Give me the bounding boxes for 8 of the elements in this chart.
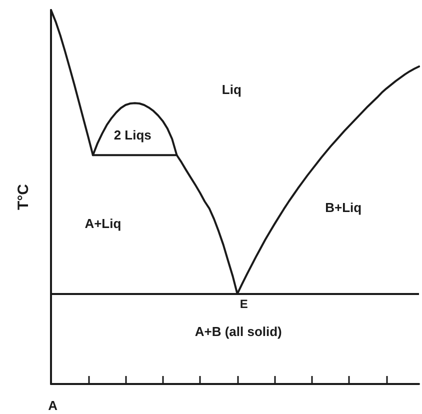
annotation: A+B (all solid) (194, 324, 282, 340)
annotation: Liq (222, 82, 242, 98)
y-axis-title: T°C (15, 184, 32, 210)
annotation: 2 Liqs (114, 127, 152, 142)
text: A (48, 398, 58, 413)
annotation: A+Liq (84, 216, 122, 232)
annotation: B+Liq (325, 200, 362, 215)
annotation: E (240, 296, 248, 311)
